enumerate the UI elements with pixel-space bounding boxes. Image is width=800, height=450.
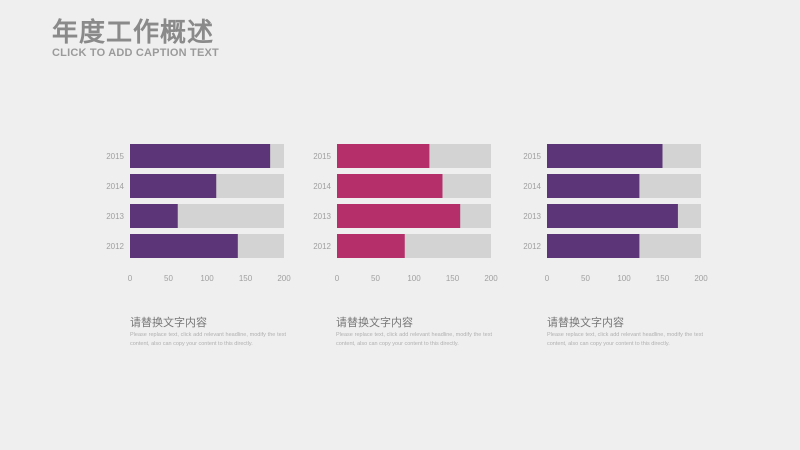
x-tick-label-200: 200 xyxy=(277,274,291,283)
category-label-2014: 2014 xyxy=(313,182,331,191)
x-tick-label-150: 150 xyxy=(239,274,253,283)
x-tick-label-100: 100 xyxy=(407,274,421,283)
bar-chart-1: 2015 2014 2013 2012 0 50 100 150 200 xyxy=(106,144,291,283)
x-tick-label-50: 50 xyxy=(371,274,380,283)
category-label-2015: 2015 xyxy=(313,152,331,161)
x-tick-label-100: 100 xyxy=(617,274,631,283)
x-tick-label-50: 50 xyxy=(164,274,173,283)
category-label-2013: 2013 xyxy=(523,212,541,221)
bar-2013 xyxy=(547,204,678,228)
panel-1-body: Please replace text, click add relevant … xyxy=(130,332,286,347)
bar-chart-3: 2015 2014 2013 2012 0 50 100 150 200 xyxy=(523,144,708,283)
panel-2-heading: 请替换文字内容 xyxy=(336,316,413,329)
bar-2012 xyxy=(130,234,238,258)
bar-2014 xyxy=(130,174,217,198)
category-label-2015: 2015 xyxy=(106,152,124,161)
panel-3-body: Please replace text, click add relevant … xyxy=(547,332,703,347)
category-label-2015: 2015 xyxy=(523,152,541,161)
x-tick-label-100: 100 xyxy=(200,274,214,283)
page-title: 年度工作概述 xyxy=(52,18,215,48)
bar-2012 xyxy=(337,234,405,258)
panel-3-heading: 请替换文字内容 xyxy=(547,316,624,329)
bar-2015 xyxy=(337,144,430,168)
bar-chart-2: 2015 2014 2013 2012 0 50 100 150 200 xyxy=(313,144,498,283)
x-tick-label-200: 200 xyxy=(694,274,708,283)
category-label-2013: 2013 xyxy=(106,212,124,221)
category-label-2014: 2014 xyxy=(523,182,541,191)
bar-2014 xyxy=(547,174,640,198)
bar-2012 xyxy=(547,234,640,258)
x-tick-label-0: 0 xyxy=(545,274,550,283)
x-tick-label-0: 0 xyxy=(335,274,340,283)
x-tick-label-200: 200 xyxy=(484,274,498,283)
x-tick-label-0: 0 xyxy=(128,274,133,283)
x-tick-label-50: 50 xyxy=(581,274,590,283)
category-label-2013: 2013 xyxy=(313,212,331,221)
panel-1-heading: 请替换文字内容 xyxy=(130,316,207,329)
x-tick-label-150: 150 xyxy=(656,274,670,283)
bar-2015 xyxy=(130,144,271,168)
bar-2013 xyxy=(130,204,178,228)
category-label-2012: 2012 xyxy=(106,242,124,251)
bar-2015 xyxy=(547,144,663,168)
page-subtitle: CLICK TO ADD CAPTION TEXT xyxy=(52,47,219,59)
category-label-2014: 2014 xyxy=(106,182,124,191)
bar-2014 xyxy=(337,174,443,198)
bar-2013 xyxy=(337,204,461,228)
x-tick-label-150: 150 xyxy=(446,274,460,283)
category-label-2012: 2012 xyxy=(313,242,331,251)
category-label-2012: 2012 xyxy=(523,242,541,251)
panel-2-body: Please replace text, click add relevant … xyxy=(336,332,492,347)
